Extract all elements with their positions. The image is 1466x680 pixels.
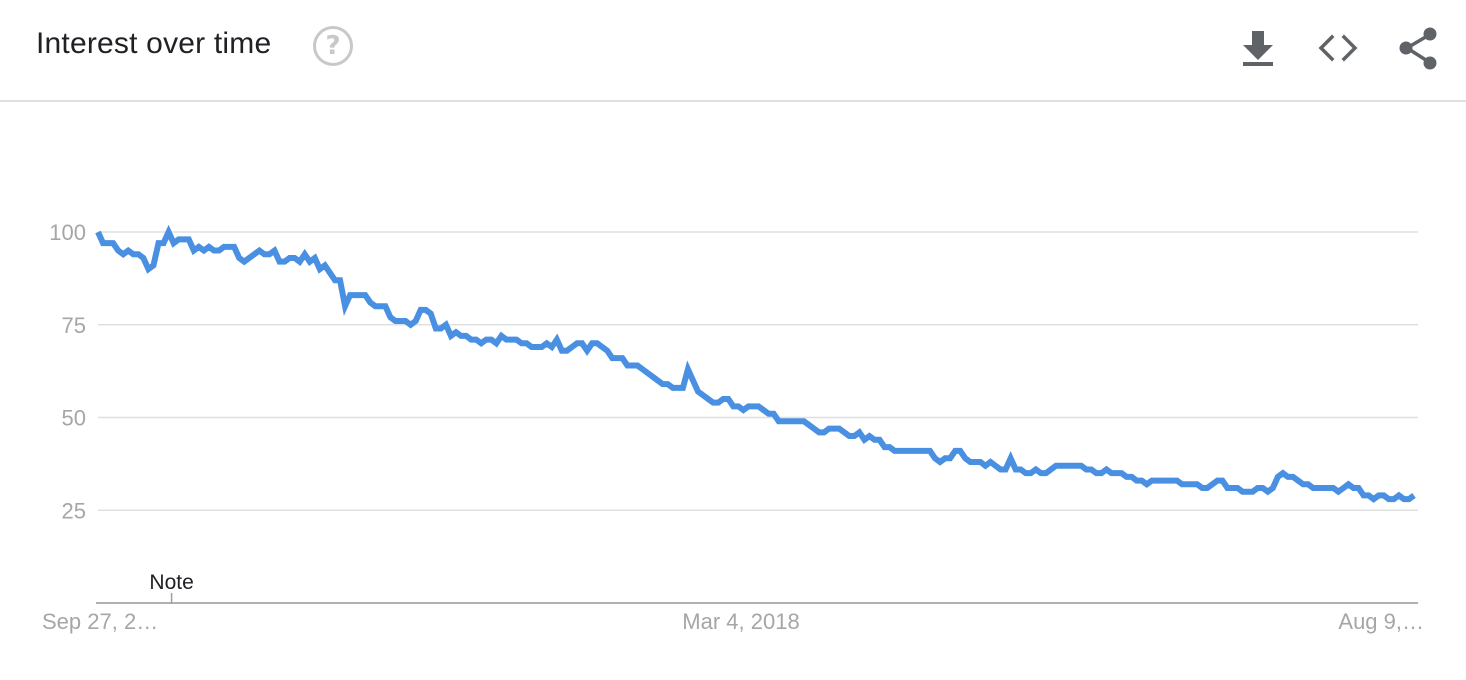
download-icon[interactable] [1238, 27, 1278, 69]
note-annotation[interactable]: Note [149, 571, 193, 594]
x-tick-label: Sep 27, 2… [42, 609, 158, 634]
line-chart: 25 50 75 100 Sep 27, 2… Mar 4, 2018 Aug 9,… Not… [0, 104, 1466, 680]
chart-header: Interest over time ? [0, 0, 1466, 102]
chart-svg: 25 50 75 100 Sep 27, 2… Mar 4, 2018 Aug 9,… Not… [42, 220, 1424, 634]
y-tick-label: 50 [62, 406, 86, 431]
chart-title: Interest over time [36, 27, 272, 60]
x-tick-label: Mar 4, 2018 [682, 609, 799, 634]
x-tick-label: Aug 9,… [1338, 609, 1424, 634]
y-tick-label: 100 [49, 220, 86, 245]
series-line [95, 224, 1416, 503]
y-tick-label: 75 [62, 313, 86, 338]
y-tick-label: 25 [62, 498, 86, 523]
share-icon[interactable] [1398, 27, 1438, 70]
help-icon[interactable]: ? [313, 26, 353, 66]
embed-code-icon[interactable] [1317, 27, 1358, 69]
